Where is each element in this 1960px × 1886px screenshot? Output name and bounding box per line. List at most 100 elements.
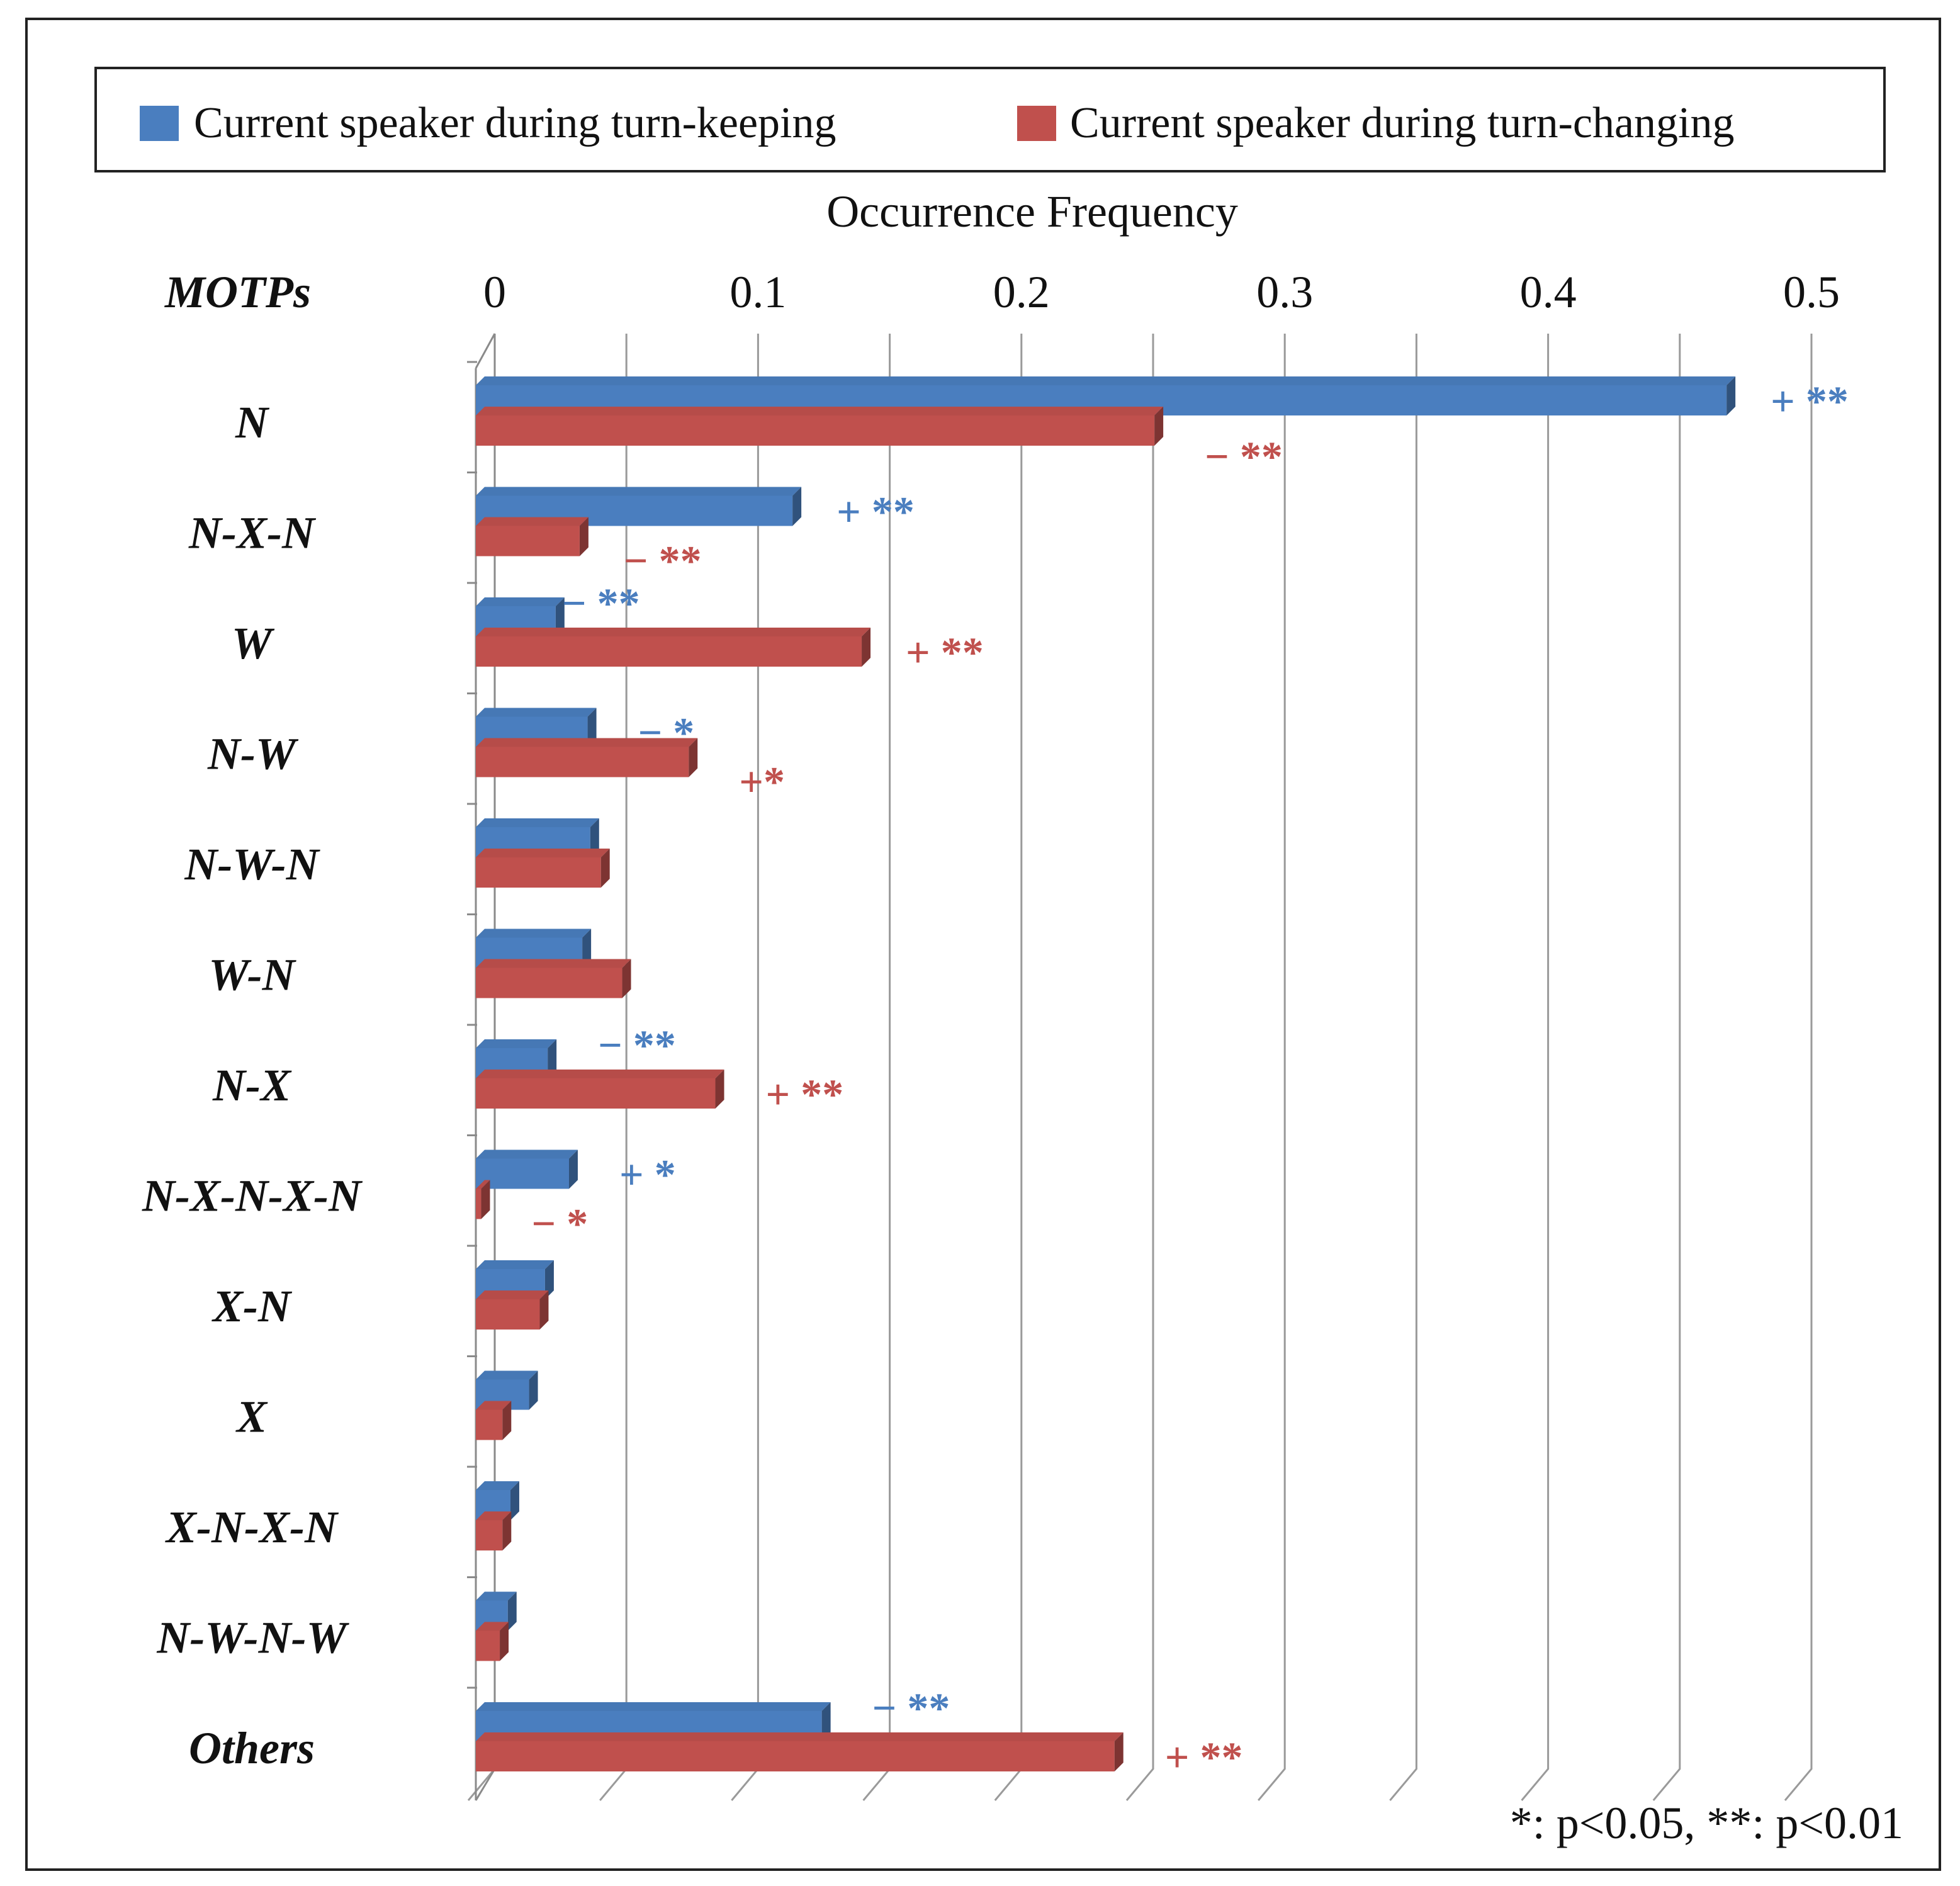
bar-top-face bbox=[476, 487, 802, 496]
bar-turn-changing bbox=[476, 636, 862, 667]
bar-side-face bbox=[582, 929, 592, 968]
bar-turn-changing bbox=[476, 1189, 482, 1219]
category-label: N-W bbox=[207, 729, 299, 779]
bar-side-face bbox=[622, 959, 631, 998]
bar-top-face bbox=[476, 959, 631, 968]
annotation-turn-changing: + ** bbox=[766, 1070, 844, 1118]
x-tick-label: 0.4 bbox=[1520, 267, 1577, 317]
gridline bbox=[1652, 334, 1681, 1801]
bar-top-face bbox=[476, 929, 592, 938]
bar-turn-changing bbox=[476, 1078, 716, 1109]
bar-side-face bbox=[1726, 376, 1736, 415]
bar-turn-changing bbox=[476, 1299, 540, 1330]
annotation-turn-keeping: − ** bbox=[562, 579, 640, 627]
bar-top-face bbox=[476, 1260, 554, 1269]
category-label: N-W-N bbox=[184, 839, 320, 889]
annotation-turn-keeping: + ** bbox=[836, 488, 915, 536]
legend-label-keeping: Current speaker during turn-keeping bbox=[194, 99, 836, 147]
bar-top-face bbox=[476, 376, 1736, 385]
bar-top-face bbox=[476, 1039, 557, 1048]
bar-top-face bbox=[476, 1180, 490, 1189]
legend-swatch-keeping bbox=[140, 106, 179, 141]
bar-turn-changing bbox=[476, 1520, 503, 1550]
bar-side-face bbox=[539, 1290, 549, 1330]
bar-turn-changing bbox=[476, 1630, 500, 1661]
bar-side-face bbox=[862, 628, 871, 667]
category-label: N-X bbox=[212, 1060, 292, 1110]
bar-side-face bbox=[548, 1039, 557, 1078]
category-label: N-W-N-W bbox=[156, 1613, 349, 1663]
bar-side-face bbox=[555, 597, 565, 636]
bar-top-face bbox=[476, 407, 1164, 415]
bar-top-face bbox=[476, 708, 597, 717]
bar-top-face bbox=[476, 818, 599, 827]
bar-side-face bbox=[792, 487, 802, 526]
bar-side-face bbox=[502, 1401, 512, 1440]
bar-top-face bbox=[476, 1511, 512, 1520]
category-label: X-N-X-N bbox=[165, 1502, 339, 1552]
annotation-turn-keeping: − ** bbox=[872, 1684, 950, 1732]
category-label: N-X-N-X-N bbox=[142, 1171, 363, 1221]
bar-top-face bbox=[476, 849, 610, 857]
legend-box bbox=[94, 67, 1886, 172]
footnote: *: p<0.05, **: p<0.01 bbox=[1510, 1798, 1903, 1848]
outer-frame bbox=[25, 18, 1941, 1871]
bar-turn-changing bbox=[476, 1409, 503, 1440]
gridline bbox=[1521, 334, 1550, 1801]
bar-top-face bbox=[476, 1732, 1124, 1741]
category-label: W bbox=[232, 618, 275, 669]
annotation-turn-keeping: − * bbox=[638, 709, 695, 757]
bar-side-face bbox=[568, 1149, 578, 1189]
gridline bbox=[1389, 334, 1417, 1801]
bar-top-face bbox=[476, 738, 698, 747]
annotation-turn-changing: + ** bbox=[1165, 1733, 1243, 1781]
x-axis-title: Occurrence Frequency bbox=[826, 186, 1238, 237]
bar-side-face bbox=[1114, 1732, 1124, 1771]
x-tick-label: 0 bbox=[483, 267, 506, 317]
bar-top-face bbox=[476, 597, 565, 606]
bar-side-face bbox=[587, 708, 597, 747]
bar-top-face bbox=[476, 1591, 517, 1601]
x-tick-labels: 0 0.1 0.2 0.3 0.4 0.5 bbox=[483, 267, 1840, 317]
bar-turn-changing bbox=[476, 968, 622, 998]
bar-side-face bbox=[715, 1070, 724, 1109]
bar-side-face bbox=[507, 1591, 517, 1631]
gridline bbox=[1125, 334, 1154, 1801]
bars bbox=[476, 376, 1736, 1771]
x-tick-label: 0.1 bbox=[729, 267, 786, 317]
category-label: X-N bbox=[211, 1281, 293, 1331]
bar-top-face bbox=[476, 517, 589, 526]
annotation-turn-changing: − * bbox=[531, 1200, 588, 1248]
bar-turn-changing bbox=[476, 415, 1155, 446]
annotation-turn-keeping: + ** bbox=[1771, 377, 1849, 425]
y-axis-title: MOTPs bbox=[164, 267, 311, 317]
annotation-turn-changing: − ** bbox=[624, 537, 702, 585]
legend-swatch-changing bbox=[1017, 106, 1056, 141]
bar-side-face bbox=[529, 1370, 538, 1410]
bar-side-face bbox=[502, 1511, 512, 1550]
annotation-turn-changing: − ** bbox=[1205, 432, 1283, 480]
category-labels: N N-X-N W N-W N-W-N W-N N-X N-X-N-X-N X-N X X-N-X-… bbox=[142, 397, 363, 1773]
legend: Current speaker during turn-keeping Curr… bbox=[94, 67, 1886, 172]
bar-turn-changing bbox=[476, 526, 580, 556]
category-label: N bbox=[235, 397, 270, 448]
x-tick-label: 0.3 bbox=[1256, 267, 1313, 317]
bar-top-face bbox=[476, 1370, 538, 1380]
significance-annotations: + **− **+ **− **− **+ **− *+*− **+ **+ *… bbox=[531, 377, 1848, 1781]
bar-top-face bbox=[476, 1401, 512, 1410]
gridline bbox=[1784, 334, 1813, 1801]
x-tick-label: 0.2 bbox=[993, 267, 1050, 317]
bar-side-face bbox=[689, 738, 698, 777]
bar-top-face bbox=[476, 1149, 578, 1159]
bar-top-face bbox=[476, 628, 871, 636]
bar-side-face bbox=[590, 818, 599, 857]
bar-top-face bbox=[476, 1702, 831, 1711]
legend-label-changing: Current speaker during turn-changing bbox=[1070, 99, 1735, 147]
bar-top-face bbox=[476, 1481, 519, 1490]
x-tick-label: 0.5 bbox=[1783, 267, 1840, 317]
annotation-turn-changing: +* bbox=[739, 758, 785, 806]
bar-top-face bbox=[476, 1290, 549, 1299]
category-label: W-N bbox=[208, 950, 296, 1000]
annotation-turn-keeping: − ** bbox=[598, 1021, 676, 1069]
